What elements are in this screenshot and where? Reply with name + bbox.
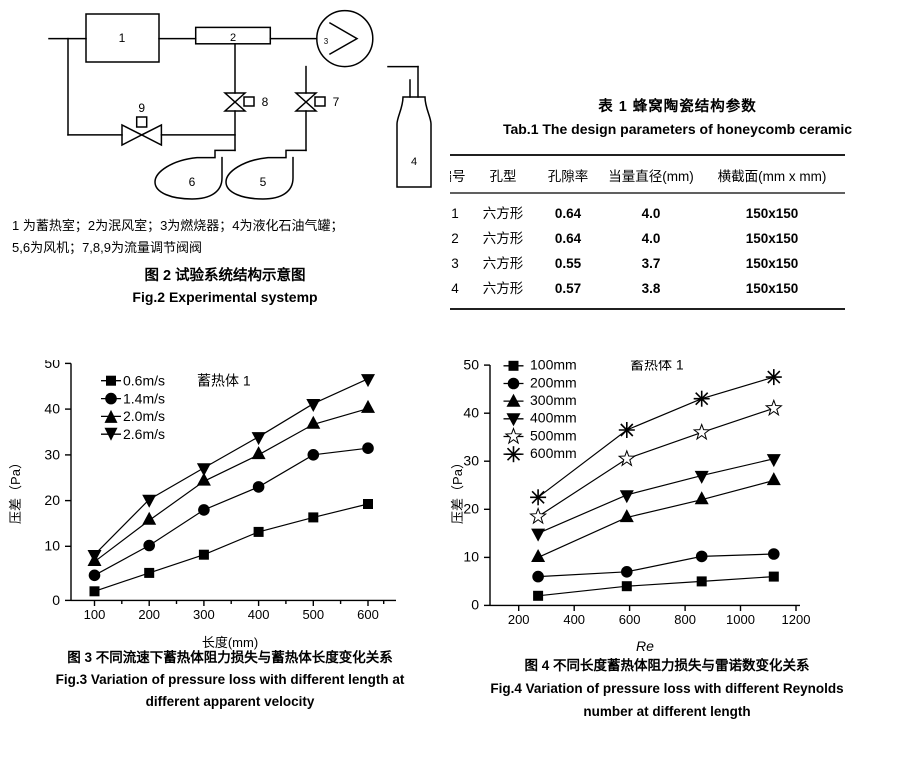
- svg-text:六方形: 六方形: [483, 256, 524, 271]
- svg-text:different apparent velocity: different apparent velocity: [146, 694, 315, 709]
- svg-text:4: 4: [451, 281, 459, 296]
- svg-text:300mm: 300mm: [530, 392, 577, 408]
- svg-text:0.55: 0.55: [555, 256, 582, 271]
- svg-text:9: 9: [138, 101, 145, 115]
- svg-text:6: 6: [189, 175, 196, 189]
- svg-text:600mm: 600mm: [530, 445, 577, 461]
- svg-text:150x150: 150x150: [746, 206, 799, 221]
- svg-text:孔隙率: 孔隙率: [548, 168, 589, 184]
- svg-text:Fig.3 Variation of pressure lo: Fig.3 Variation of pressure loss with di…: [56, 672, 405, 687]
- svg-text:1: 1: [451, 206, 459, 221]
- svg-text:150x150: 150x150: [746, 231, 799, 246]
- svg-text:500mm: 500mm: [530, 427, 577, 443]
- svg-text:200: 200: [138, 607, 160, 622]
- svg-text:30: 30: [44, 447, 60, 463]
- svg-text:当量直径(mm): 当量直径(mm): [608, 169, 693, 184]
- svg-text:压差（Pa）: 压差（Pa）: [8, 456, 23, 524]
- svg-text:3: 3: [451, 256, 459, 271]
- svg-text:蓄热体 1: 蓄热体 1: [630, 360, 684, 373]
- svg-text:2.0m/s: 2.0m/s: [123, 408, 165, 424]
- svg-text:100mm: 100mm: [530, 360, 577, 373]
- svg-text:400: 400: [248, 607, 270, 622]
- svg-text:500: 500: [302, 607, 324, 622]
- svg-text:Fig.2 Experimental systemp: Fig.2 Experimental systemp: [132, 289, 317, 305]
- svg-text:2: 2: [451, 231, 459, 246]
- svg-text:5: 5: [260, 175, 267, 189]
- svg-text:2.6m/s: 2.6m/s: [123, 426, 165, 442]
- svg-text:0: 0: [471, 597, 479, 613]
- svg-text:8: 8: [262, 95, 269, 109]
- svg-text:1000: 1000: [726, 612, 755, 627]
- svg-text:0.64: 0.64: [555, 206, 582, 221]
- svg-text:0.64: 0.64: [555, 231, 582, 246]
- svg-text:600: 600: [619, 612, 641, 627]
- svg-text:1 为蓄热室；2为泯风室；3为燃烧器；4为液化石油气罐；: 1 为蓄热室；2为泯风室；3为燃烧器；4为液化石油气罐；: [12, 218, 344, 234]
- svg-text:50: 50: [463, 360, 479, 373]
- svg-text:孔型: 孔型: [490, 169, 517, 184]
- svg-text:50: 50: [44, 360, 60, 371]
- svg-text:图 4 不同长度蓄热体阻力损失与雷诺数变化关系: 图 4 不同长度蓄热体阻力损失与雷诺数变化关系: [524, 657, 810, 673]
- svg-text:100: 100: [84, 607, 106, 622]
- svg-text:7: 7: [333, 95, 340, 109]
- svg-text:长度(mm): 长度(mm): [202, 635, 258, 650]
- svg-text:Fig.4 Variation of pressure lo: Fig.4 Variation of pressure loss with di…: [490, 681, 843, 696]
- svg-text:3: 3: [324, 37, 329, 46]
- svg-text:0.57: 0.57: [555, 281, 581, 296]
- svg-text:150x150: 150x150: [746, 256, 799, 271]
- svg-text:0: 0: [52, 592, 60, 608]
- svg-text:400mm: 400mm: [530, 410, 577, 426]
- svg-text:number at different length: number at different length: [583, 704, 750, 719]
- svg-text:3.8: 3.8: [642, 281, 661, 296]
- svg-text:2: 2: [230, 32, 236, 44]
- svg-text:150x150: 150x150: [746, 281, 799, 296]
- svg-text:图 2 试验系统结构示意图: 图 2 试验系统结构示意图: [144, 266, 305, 284]
- svg-text:蓄热体 1: 蓄热体 1: [197, 373, 251, 389]
- svg-text:200mm: 200mm: [530, 374, 577, 390]
- svg-text:20: 20: [44, 492, 60, 508]
- svg-text:Re: Re: [636, 638, 654, 654]
- svg-text:1200: 1200: [782, 612, 811, 627]
- svg-text:4.0: 4.0: [642, 206, 661, 221]
- svg-text:1: 1: [119, 31, 126, 45]
- svg-text:六方形: 六方形: [483, 231, 524, 246]
- svg-text:20: 20: [463, 501, 479, 517]
- svg-text:400: 400: [563, 612, 585, 627]
- svg-text:600: 600: [357, 607, 379, 622]
- svg-text:编号: 编号: [450, 169, 466, 184]
- svg-text:0.6m/s: 0.6m/s: [123, 373, 165, 389]
- svg-text:5,6为风机；7,8,9为流量调节阀阀: 5,6为风机；7,8,9为流量调节阀阀: [12, 240, 202, 256]
- svg-text:1.4m/s: 1.4m/s: [123, 390, 165, 406]
- svg-text:图 3 不同流速下蓄热体阻力损失与蓄热体长度变化关系: 图 3 不同流速下蓄热体阻力损失与蓄热体长度变化关系: [67, 649, 393, 665]
- svg-text:10: 10: [463, 549, 479, 565]
- svg-text:800: 800: [674, 612, 696, 627]
- svg-text:10: 10: [44, 538, 60, 554]
- svg-text:六方形: 六方形: [483, 206, 524, 221]
- svg-text:200: 200: [508, 612, 530, 627]
- svg-text:压差（Pa）: 压差（Pa）: [450, 456, 465, 524]
- svg-text:30: 30: [463, 453, 479, 469]
- svg-text:横截面(mm x mm): 横截面(mm x mm): [718, 169, 827, 184]
- svg-text:4: 4: [411, 156, 417, 168]
- svg-text:40: 40: [463, 405, 479, 421]
- svg-text:3.7: 3.7: [642, 256, 661, 271]
- svg-text:4.0: 4.0: [642, 231, 661, 246]
- svg-text:六方形: 六方形: [483, 281, 524, 296]
- svg-text:300: 300: [193, 607, 215, 622]
- svg-text:40: 40: [44, 401, 60, 417]
